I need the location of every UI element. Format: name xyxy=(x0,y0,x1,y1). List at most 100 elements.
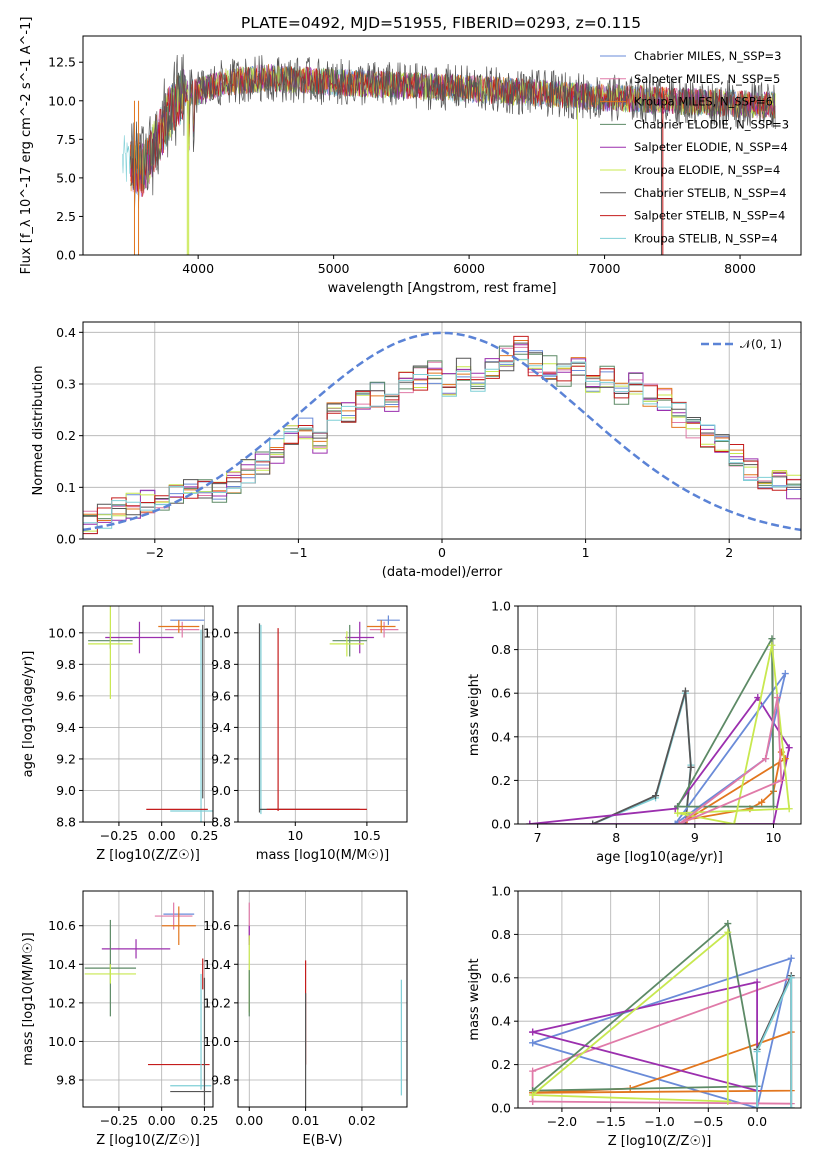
series-marker-salpeter_miles xyxy=(773,694,781,702)
panel-4: 10 10.5 8.8 9.0 9.2 9.4 9.6 9.8 10.0 mass [log10(… xyxy=(203,605,408,863)
series-marker-kroupa_stelib xyxy=(753,1104,761,1108)
series-marker-kroupa_elodie xyxy=(724,1097,732,1105)
legend-label-salpeter_miles: Salpeter MILES, N_SSP=5 xyxy=(634,72,780,86)
series-marker-salpeter_elodie xyxy=(529,1028,537,1036)
x-tick-label: −2.0 xyxy=(547,1114,577,1129)
y-tick-label: 10.0 xyxy=(48,1034,76,1049)
panel-7-plot xyxy=(248,902,402,1107)
series-marker-chabrier_miles xyxy=(671,820,679,824)
series-marker-salpeter_elodie xyxy=(753,978,761,986)
y-tick-label: 0.0 xyxy=(56,248,76,263)
series-marker-chabrier_stelib xyxy=(687,763,695,771)
panel-5-frame xyxy=(517,605,802,825)
series-marker-chabrier_elodie xyxy=(768,635,776,643)
panel-3-plot xyxy=(88,606,213,822)
y-axis-label: Normed distribution xyxy=(31,366,46,496)
panel-8: −2.0 −1.5 −1.0 −0.5 0.0 0.0 0.2 0.4 0.6 0.8 1.0 Z [… xyxy=(467,884,802,1149)
series-marker-salpeter_miles xyxy=(529,1067,537,1075)
y-tick-label: 0.6 xyxy=(491,686,511,701)
legend-label-kroupa_stelib: Kroupa STELIB, N_SSP=4 xyxy=(634,231,778,245)
x-tick-label: 9 xyxy=(691,830,699,845)
panel-2: −2 −1 0 1 2 0.0 0.1 0.2 0.3 0.4 (data-model)/error… xyxy=(31,321,802,580)
series-line-chabrier_elodie xyxy=(676,635,775,808)
series-line-kroupa_stelib xyxy=(592,692,692,824)
y-tick-label: 9.4 xyxy=(211,720,231,735)
x-axis-label: wavelength [Angstrom, rest frame] xyxy=(328,281,557,296)
x-tick-label: 0.00 xyxy=(235,1113,263,1128)
y-tick-label: 10.0 xyxy=(48,625,76,640)
y-tick-label: 8.8 xyxy=(211,815,231,830)
gaussian-curve xyxy=(83,331,801,532)
x-tick-label: 8 xyxy=(612,830,620,845)
x-tick-label: 5000 xyxy=(318,261,350,276)
y-tick-label: 0.0 xyxy=(56,532,76,547)
y-tick-label: 10.4 xyxy=(48,957,76,972)
panel-6: −0.25 0.00 0.25 9.8 10.0 10.2 10.4 10.6 Z [log10… xyxy=(21,890,218,1148)
legend-label-kroupa_miles: Kroupa MILES, N_SSP=6 xyxy=(634,95,773,109)
series-marker-kroupa_elodie xyxy=(730,820,738,824)
y-tick-label: 10.6 xyxy=(48,918,76,933)
y-tick-label: 9.8 xyxy=(56,1073,76,1088)
histogram-chabrier_elodie xyxy=(83,345,801,520)
panel-8-plot xyxy=(529,920,795,1108)
x-tick-label: −1.0 xyxy=(644,1114,674,1129)
series-marker-salpeter_elodie xyxy=(785,744,793,752)
x-tick-label: 0 xyxy=(438,545,446,560)
x-axis-label: Z [log10(Z/Z☉)] xyxy=(608,1134,712,1149)
series-line-salpeter_miles xyxy=(531,976,793,1105)
series-line-chabrier_miles xyxy=(674,673,787,824)
y-tick-label: 12.5 xyxy=(48,55,76,70)
x-tick-label: 0.0 xyxy=(747,1114,767,1129)
series-marker-salpeter_elodie xyxy=(769,820,777,824)
y-axis-label: Flux [f_λ 10^-17 erg cm^-2 s^-1 A^-1] xyxy=(19,17,34,275)
x-tick-label: 10.5 xyxy=(353,828,381,843)
x-axis-label: Z [log10(Z/Z☉)] xyxy=(96,1133,200,1148)
y-tick-label: 8.8 xyxy=(56,815,76,830)
legend-label-salpeter_stelib: Salpeter STELIB, N_SSP=4 xyxy=(634,209,785,223)
x-tick-label: 6000 xyxy=(453,261,485,276)
y-axis-label: mass weight xyxy=(467,674,482,756)
series-line-salpeter_elodie xyxy=(532,980,758,1092)
y-tick-label: 9.6 xyxy=(56,688,76,703)
series-line-chabrier_elodie xyxy=(532,921,759,1092)
y-tick-label: 10.2 xyxy=(48,995,76,1010)
series-marker-kroupa_miles xyxy=(781,755,789,763)
y-tick-label: 0.3 xyxy=(56,377,76,392)
y-tick-label: 10.6 xyxy=(203,918,231,933)
series-marker-chabrier_stelib xyxy=(589,820,597,824)
series-marker-chabrier_elodie xyxy=(724,920,732,928)
panel-5: 7 8 9 10 0.0 0.2 0.4 0.6 0.8 1.0 age [log10(age/yr… xyxy=(467,599,802,865)
x-tick-label: 0.00 xyxy=(148,1113,176,1128)
y-tick-label: 10.4 xyxy=(203,957,231,972)
legend-label-kroupa_elodie: Kroupa ELODIE, N_SSP=4 xyxy=(634,163,780,177)
x-tick-label: 0.01 xyxy=(292,1113,320,1128)
y-tick-label: 9.0 xyxy=(56,783,76,798)
y-axis-label: age [log10(age/yr)] xyxy=(21,651,36,778)
series-marker-salpeter_elodie xyxy=(526,820,534,824)
series-marker-kroupa_elodie xyxy=(785,805,793,813)
x-tick-label: −0.25 xyxy=(100,1113,138,1128)
panel-3: −0.25 0.00 0.25 8.8 9.0 9.2 9.4 9.6 9.8 10.0 Z [lo… xyxy=(21,605,219,863)
y-tick-label: 9.2 xyxy=(56,751,76,766)
y-tick-label: 10.2 xyxy=(203,995,231,1010)
series-marker-chabrier_elodie xyxy=(674,803,682,811)
series-marker-kroupa_elodie xyxy=(768,641,776,649)
legend-label-chabrier_miles: Chabrier MILES, N_SSP=3 xyxy=(634,49,781,63)
y-tick-label: 9.2 xyxy=(211,751,231,766)
legend-label-salpeter_elodie: Salpeter ELODIE, N_SSP=4 xyxy=(634,140,788,154)
panel-7-frame xyxy=(237,890,408,1108)
panel-1: 4000 5000 6000 7000 8000 0.0 2.5 5.0 7.5 10.0 12.5… xyxy=(19,17,802,296)
series-line-chabrier_miles xyxy=(532,956,793,1108)
series-marker-kroupa_miles xyxy=(758,798,766,806)
series-marker-salpeter_miles xyxy=(762,755,770,763)
series-line-kroupa_elodie xyxy=(532,930,729,1103)
y-tick-label: 0.0 xyxy=(491,1101,511,1116)
x-tick-label: 0.25 xyxy=(191,828,219,843)
legend: Chabrier MILES, N_SSP=3 Salpeter MILES, N… xyxy=(600,49,789,245)
x-tick-label: 1 xyxy=(582,545,590,560)
x-axis-label: E(B-V) xyxy=(302,1133,342,1148)
x-tick-label: 0.00 xyxy=(148,828,176,843)
series-marker-kroupa_elodie xyxy=(529,1091,537,1099)
y-tick-label: 9.6 xyxy=(211,688,231,703)
